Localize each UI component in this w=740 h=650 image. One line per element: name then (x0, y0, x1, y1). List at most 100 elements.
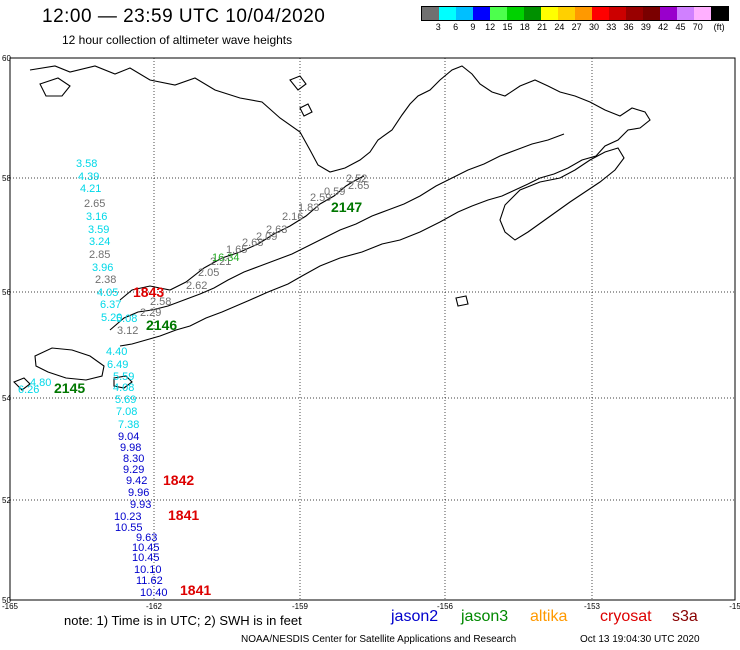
legend-swatch (694, 7, 711, 20)
swh-label-cyan: 4.05 (97, 287, 118, 299)
lon-label: -156 (437, 602, 454, 611)
swh-label-gray: 2.63 (266, 224, 287, 236)
swh-label-cyan: 6.49 (107, 359, 128, 371)
lat-label: 52 (2, 496, 11, 505)
legend-label: 3 (435, 22, 441, 32)
peninsula-south-coast (109, 133, 565, 331)
legend-label: 70 (692, 22, 703, 32)
swh-label-gray: 2.65 (84, 198, 105, 210)
swh-label-cyan: 5.69 (115, 394, 136, 406)
legend-label: 12 (485, 22, 496, 32)
legend-label: 42 (658, 22, 669, 32)
island-small-4 (289, 75, 307, 91)
lon-label: -165 (2, 602, 19, 611)
legend-swatch (660, 7, 677, 20)
legend-swatch (507, 7, 524, 20)
swh-label-blue: 8.30 (123, 453, 144, 465)
legend-swatch (592, 7, 609, 20)
satellite-label-altika: altika (530, 608, 568, 625)
swh-label-cyan: 4.40 (106, 346, 127, 358)
swh-label-gray: 2.52 (346, 173, 367, 185)
legend-label: 30 (588, 22, 600, 32)
credit-line: NOAA/NESDIS Center for Satellite Applica… (241, 634, 517, 645)
lat-label: 50 (2, 596, 11, 605)
swh-label-cyan: 4.21 (80, 183, 101, 195)
swh-label-blue: 10.45 (132, 552, 160, 564)
swh-label-cyan: 5.20 (101, 312, 122, 324)
swh-label-cyan: 7.38 (118, 419, 139, 431)
satellite-label-jason2: jason2 (391, 608, 439, 625)
swh-label-gray: 2.21 (210, 256, 231, 268)
swh-label-blue: 9.29 (123, 464, 144, 476)
legend-swatch (643, 7, 660, 20)
legend-label: 27 (571, 22, 582, 32)
pass-time-label: 1843 (133, 284, 164, 300)
island-small-2 (13, 377, 31, 391)
swh-label-blue: 10.40 (140, 587, 168, 599)
legend-swatch (677, 7, 694, 20)
swh-label-cyan: 5.08 (116, 313, 137, 325)
swh-label-gray: 2.62 (186, 280, 207, 292)
legend-swatch (558, 7, 575, 20)
swh-label-gray: 2.58 (150, 296, 171, 308)
swh-label-blue: 9.04 (118, 431, 139, 443)
swh-label-cyan: 6.26 (18, 384, 39, 396)
legend-swatch (609, 7, 626, 20)
swh-label-gray: 2.16 (282, 211, 303, 223)
swh-label-blue: 9.96 (128, 487, 149, 499)
legend-label: 21 (537, 22, 548, 32)
legend-swatch (456, 7, 473, 20)
legend-label: 39 (640, 22, 651, 32)
unimak-island (34, 347, 105, 381)
swh-label-gray: 2.29 (140, 307, 161, 319)
swh-label-gray: 2.68 (242, 237, 263, 249)
color-legend (421, 6, 729, 21)
legend-label: 45 (675, 22, 686, 32)
island-small-3 (455, 295, 469, 307)
pass-time-label: 2145 (54, 380, 85, 396)
bristol-bay-coast (119, 175, 365, 301)
swh-label-blue: 9.63 (136, 532, 157, 544)
swh-label-gray: 1.83 (298, 202, 319, 214)
lon-label: -15 (729, 602, 740, 611)
legend-swatch (473, 7, 490, 20)
legend-swatch (439, 7, 456, 20)
footnote: note: 1) Time is in UTC; 2) SWH is in fe… (64, 613, 302, 628)
map-title: 12:00 — 23:59 UTC 10/04/2020 (42, 6, 326, 27)
swh-label-gray: 2.05 (198, 267, 219, 279)
island-small-1 (113, 375, 133, 389)
legend-swatch (524, 7, 541, 20)
swh-label-gray: 0.59 (324, 186, 345, 198)
swh-label-gray: 2.85 (89, 249, 110, 261)
legend-swatch (422, 7, 439, 20)
kodiak-island (499, 147, 625, 241)
lat-label: 58 (2, 174, 11, 183)
swh-label-blue: 10.10 (134, 564, 162, 576)
nunivak-island (39, 77, 71, 97)
generation-timestamp: Oct 13 19:04:30 UTC 2020 (580, 634, 700, 645)
lon-label: -162 (146, 602, 163, 611)
pass-time-label: 1841 (168, 507, 199, 523)
legend-swatch (490, 7, 507, 20)
coastline (13, 65, 651, 391)
swh-label-gray: 2.09 (256, 231, 277, 243)
pass-time-label: 2147 (331, 199, 362, 215)
legend-label: 24 (554, 22, 565, 32)
lat-label: 60 (2, 54, 11, 63)
swh-label-blue: 11.62 (136, 575, 163, 587)
pass-time-label: 1842 (163, 472, 194, 488)
map-frame (9, 57, 736, 601)
swh-label-blue: 9.98 (120, 442, 141, 454)
swh-label-blue: 10.45 (132, 542, 160, 554)
legend-label: 18 (519, 22, 530, 32)
swh-label-blue: 10.55 (115, 522, 143, 534)
swh-label-cyan: 3.58 (76, 158, 97, 170)
lon-label: -153 (584, 602, 601, 611)
swh-label-gray: 2.59 (310, 192, 331, 204)
swh-label-cyan: 4.80 (30, 377, 51, 389)
swh-label-cyan: 6.37 (100, 299, 121, 311)
swh-label-gray: 2.65 (348, 180, 369, 192)
swh-label-gray: 1.65 (226, 244, 247, 256)
swh-label-cyan: 3.24 (89, 236, 110, 248)
